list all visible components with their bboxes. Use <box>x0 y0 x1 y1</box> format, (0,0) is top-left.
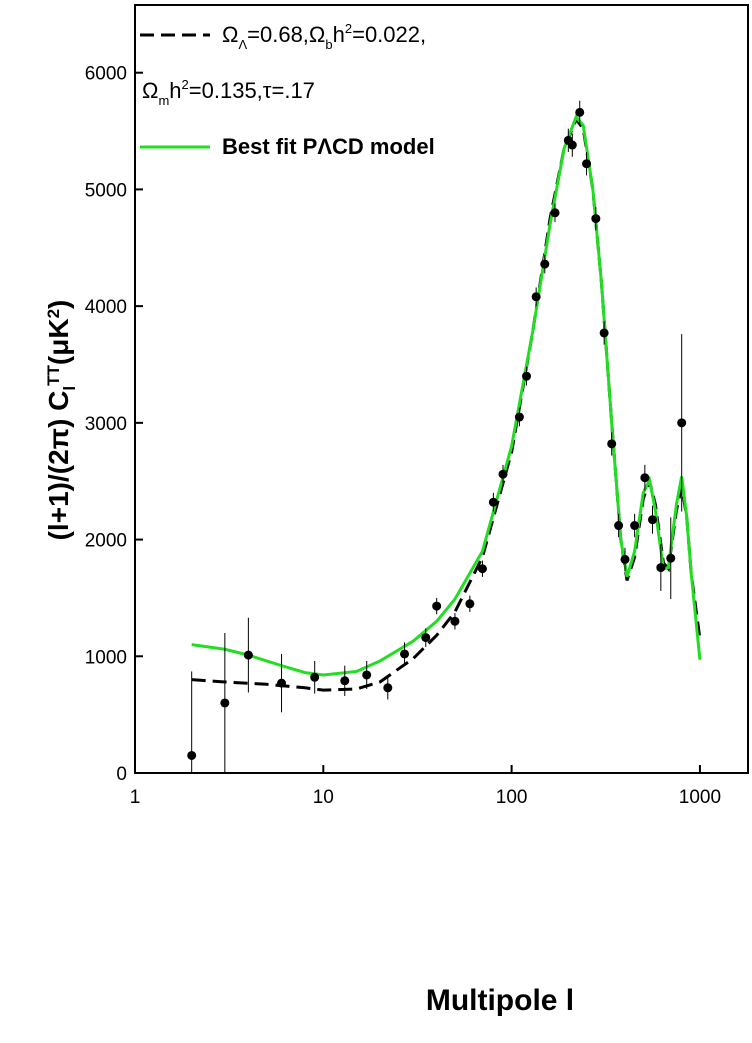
x-tick-label: 100 <box>496 787 528 808</box>
legend-label: ΩΛ=0.68,Ωbh2=0.022, <box>222 21 426 52</box>
data-point <box>310 672 320 682</box>
text-part: (l+1)/(2π) C <box>43 391 74 541</box>
line <box>191 116 702 692</box>
y-axis-label: (l+1)/(2π) ClTT(μK2) <box>43 300 79 541</box>
text-part: Ω <box>222 22 238 47</box>
text-part: m <box>158 93 169 108</box>
text-part: Ω <box>142 78 158 103</box>
data-point <box>614 521 624 531</box>
text-part: 2 <box>44 309 63 318</box>
text-part: Best fit PΛCD model <box>222 134 435 159</box>
legend-label: Best fit PΛCD model <box>222 134 435 159</box>
text-part: (μK <box>43 318 74 365</box>
data-point <box>630 521 640 531</box>
data-point <box>340 676 350 686</box>
data-point <box>550 208 560 218</box>
data-point <box>666 553 676 563</box>
data-point <box>362 670 372 680</box>
data-point <box>582 159 592 169</box>
data-point <box>656 563 666 573</box>
data-point <box>477 564 487 574</box>
data-point <box>187 750 197 760</box>
y-tick-label: 5000 <box>85 180 127 201</box>
text-part: Λ <box>238 37 247 52</box>
plot-frame <box>134 4 749 774</box>
data-point <box>432 601 442 611</box>
data-point <box>450 616 460 626</box>
data-point <box>677 418 687 428</box>
data-point <box>488 497 498 507</box>
data-point <box>465 599 475 609</box>
text-part: 2 <box>182 77 189 92</box>
data-point <box>648 515 658 525</box>
data-point <box>540 259 550 269</box>
data-point <box>620 554 630 564</box>
data-point <box>599 328 609 338</box>
y-tick-label: 4000 <box>85 297 127 318</box>
data-point <box>277 678 287 688</box>
text-part: =0.135,τ=.17 <box>189 78 315 103</box>
data-point <box>575 107 585 117</box>
text-part: =0.68,Ω <box>247 22 325 47</box>
data-point <box>522 371 532 381</box>
y-tick-label: 1000 <box>85 647 127 668</box>
y-tick-label: 3000 <box>85 414 127 435</box>
data-point <box>421 633 431 643</box>
data-point <box>498 469 508 479</box>
text-part: h <box>169 78 181 103</box>
x-tick-label: 1000 <box>679 787 721 808</box>
data-point <box>243 650 253 660</box>
text-part: l <box>60 386 79 391</box>
data-point <box>531 292 541 302</box>
text-part: 2 <box>345 21 352 36</box>
x-tick-label: 10 <box>313 787 334 808</box>
x-tick-label: 1 <box>130 787 141 808</box>
y-tick-label: 0 <box>116 764 127 785</box>
y-tick-label: 2000 <box>85 531 127 552</box>
text-part: =0.022, <box>352 22 426 47</box>
line <box>191 114 702 677</box>
data-point <box>220 698 230 708</box>
data-point <box>514 412 524 422</box>
text-part: TT <box>44 364 63 385</box>
x-axis-label: Multipole l <box>426 984 574 1017</box>
data-point <box>383 683 393 693</box>
data-point <box>591 214 601 224</box>
text-part: h <box>333 22 345 47</box>
legend-label: Ωmh2=0.135,τ=.17 <box>142 77 315 108</box>
y-tick-label: 6000 <box>85 64 127 85</box>
data-point <box>607 439 617 449</box>
data-point <box>567 140 577 150</box>
text-part: b <box>325 37 332 52</box>
text-part: ) <box>43 300 74 309</box>
data-point <box>640 473 650 483</box>
data-point <box>400 649 410 659</box>
